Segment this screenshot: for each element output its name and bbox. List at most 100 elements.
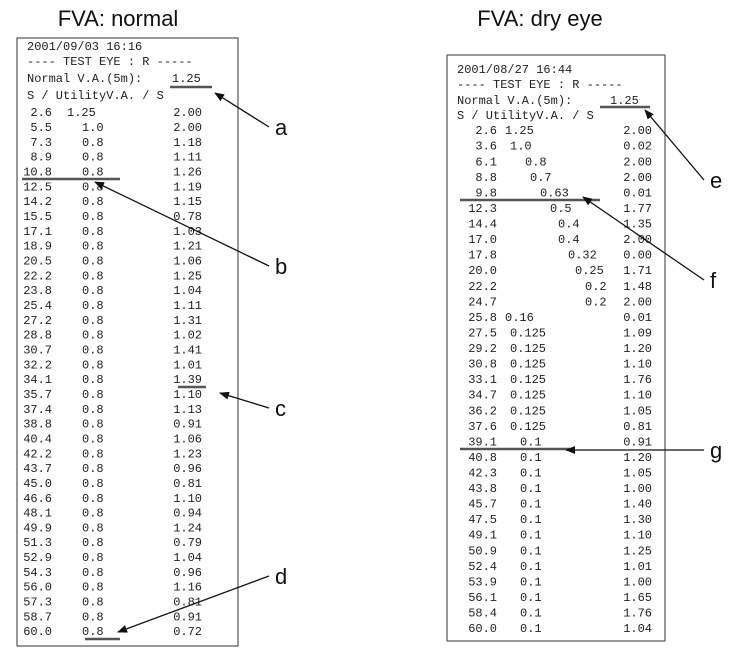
va-cell: 0.8 bbox=[82, 165, 104, 179]
time-cell: 8.8 bbox=[475, 171, 497, 185]
va-cell: 0.2 bbox=[585, 295, 607, 309]
utility-cell: 1.10 bbox=[623, 358, 652, 372]
time-cell: 15.5 bbox=[23, 210, 52, 224]
utility-cell: 1.16 bbox=[173, 581, 202, 595]
va-cell: 0.8 bbox=[82, 254, 104, 268]
va-cell: 1.25 bbox=[67, 106, 96, 120]
utility-cell: 1.71 bbox=[623, 264, 652, 278]
va-cell: 0.8 bbox=[82, 507, 104, 521]
utility-cell: 0.91 bbox=[623, 435, 652, 449]
time-cell: 24.7 bbox=[468, 295, 497, 309]
time-cell: 45.7 bbox=[468, 498, 497, 512]
utility-cell: 2.00 bbox=[173, 121, 202, 135]
time-cell: 10.8 bbox=[23, 165, 52, 179]
va-cell: 0.1 bbox=[520, 466, 542, 480]
callout-arrow bbox=[645, 110, 704, 180]
panel-title: FVA: normal bbox=[58, 6, 179, 31]
va-cell: 0.8 bbox=[82, 284, 104, 298]
va-cell: 0.8 bbox=[82, 596, 104, 610]
time-cell: 60.0 bbox=[23, 625, 52, 639]
time-cell: 27.2 bbox=[23, 314, 52, 328]
va-cell: 0.16 bbox=[505, 311, 534, 325]
utility-cell: 1.26 bbox=[173, 165, 202, 179]
utility-cell: 1.06 bbox=[173, 254, 202, 268]
va-cell: 0.8 bbox=[82, 373, 104, 387]
va-cell: 0.8 bbox=[82, 329, 104, 343]
utility-cell: 1.04 bbox=[623, 622, 652, 636]
time-cell: 56.0 bbox=[23, 581, 52, 595]
va-cell: 0.8 bbox=[82, 447, 104, 461]
time-cell: 49.1 bbox=[468, 529, 497, 543]
panel-title: FVA: dry eye bbox=[477, 6, 603, 31]
va-cell: 0.8 bbox=[82, 462, 104, 476]
utility-cell: 1.13 bbox=[173, 403, 202, 417]
utility-cell: 2.00 bbox=[173, 106, 202, 120]
time-cell: 5.5 bbox=[30, 121, 52, 135]
time-cell: 46.6 bbox=[23, 492, 52, 506]
time-cell: 12.3 bbox=[468, 202, 497, 216]
utility-cell: 2.00 bbox=[623, 155, 652, 169]
time-cell: 50.9 bbox=[468, 544, 497, 558]
callout-label: d bbox=[275, 564, 287, 589]
time-cell: 58.7 bbox=[23, 610, 52, 624]
utility-cell: 0.94 bbox=[173, 507, 202, 521]
time-cell: 45.0 bbox=[23, 477, 52, 491]
time-cell: 60.0 bbox=[468, 622, 497, 636]
time-cell: 3.6 bbox=[475, 140, 497, 154]
utility-cell: 1.01 bbox=[623, 560, 652, 574]
utility-cell: 1.41 bbox=[173, 343, 202, 357]
va-cell: 0.1 bbox=[520, 451, 542, 465]
time-cell: 17.1 bbox=[23, 225, 52, 239]
va-cell: 0.8 bbox=[82, 314, 104, 328]
va-cell: 0.1 bbox=[520, 575, 542, 589]
time-cell: 58.4 bbox=[468, 607, 497, 621]
va-cell: 0.125 bbox=[510, 342, 546, 356]
va-cell: 1.0 bbox=[82, 121, 104, 135]
callout-label: c bbox=[275, 396, 286, 421]
utility-cell: 1.76 bbox=[623, 607, 652, 621]
date-line: 2001/08/27 16:44 bbox=[457, 63, 572, 77]
normal-va: 1.25 bbox=[172, 72, 201, 86]
callout-label: b bbox=[275, 254, 287, 279]
utility-cell: 1.23 bbox=[173, 447, 202, 461]
callout-arrow bbox=[220, 393, 269, 408]
time-cell: 25.8 bbox=[468, 311, 497, 325]
va-cell: 0.8 bbox=[82, 136, 104, 150]
utility-cell: 1.05 bbox=[623, 466, 652, 480]
utility-cell: 1.11 bbox=[173, 299, 202, 313]
utility-cell: 1.76 bbox=[623, 373, 652, 387]
va-cell: 0.125 bbox=[510, 404, 546, 418]
va-cell: 0.25 bbox=[575, 264, 604, 278]
utility-cell: 1.01 bbox=[173, 358, 202, 372]
va-cell: 0.125 bbox=[510, 326, 546, 340]
va-cell: 0.1 bbox=[520, 482, 542, 496]
time-cell: 14.2 bbox=[23, 195, 52, 209]
utility-cell: 1.35 bbox=[623, 218, 652, 232]
time-cell: 42.2 bbox=[23, 447, 52, 461]
time-cell: 25.4 bbox=[23, 299, 52, 313]
va-cell: 0.1 bbox=[520, 560, 542, 574]
utility-cell: 1.10 bbox=[173, 388, 202, 402]
va-cell: 0.32 bbox=[568, 249, 597, 263]
column-header: S / UtilityV.A. / S bbox=[27, 89, 164, 103]
va-cell: 1.0 bbox=[510, 140, 532, 154]
normal-va-label: Normal V.A.(5m): bbox=[457, 94, 572, 108]
time-cell: 48.1 bbox=[23, 507, 52, 521]
va-cell: 0.1 bbox=[520, 529, 542, 543]
time-cell: 40.8 bbox=[468, 451, 497, 465]
utility-cell: 1.20 bbox=[623, 451, 652, 465]
va-cell: 0.8 bbox=[82, 225, 104, 239]
va-cell: 0.8 bbox=[82, 343, 104, 357]
time-cell: 2.6 bbox=[30, 106, 52, 120]
time-cell: 8.9 bbox=[30, 151, 52, 165]
time-cell: 54.3 bbox=[23, 566, 52, 580]
va-cell: 0.8 bbox=[82, 551, 104, 565]
utility-cell: 2.00 bbox=[623, 295, 652, 309]
va-cell: 0.1 bbox=[520, 435, 542, 449]
va-cell: 0.1 bbox=[520, 622, 542, 636]
utility-cell: 0.72 bbox=[173, 625, 202, 639]
va-cell: 0.8 bbox=[82, 403, 104, 417]
utility-cell: 1.15 bbox=[173, 195, 202, 209]
time-cell: 47.5 bbox=[468, 513, 497, 527]
va-cell: 0.8 bbox=[82, 358, 104, 372]
